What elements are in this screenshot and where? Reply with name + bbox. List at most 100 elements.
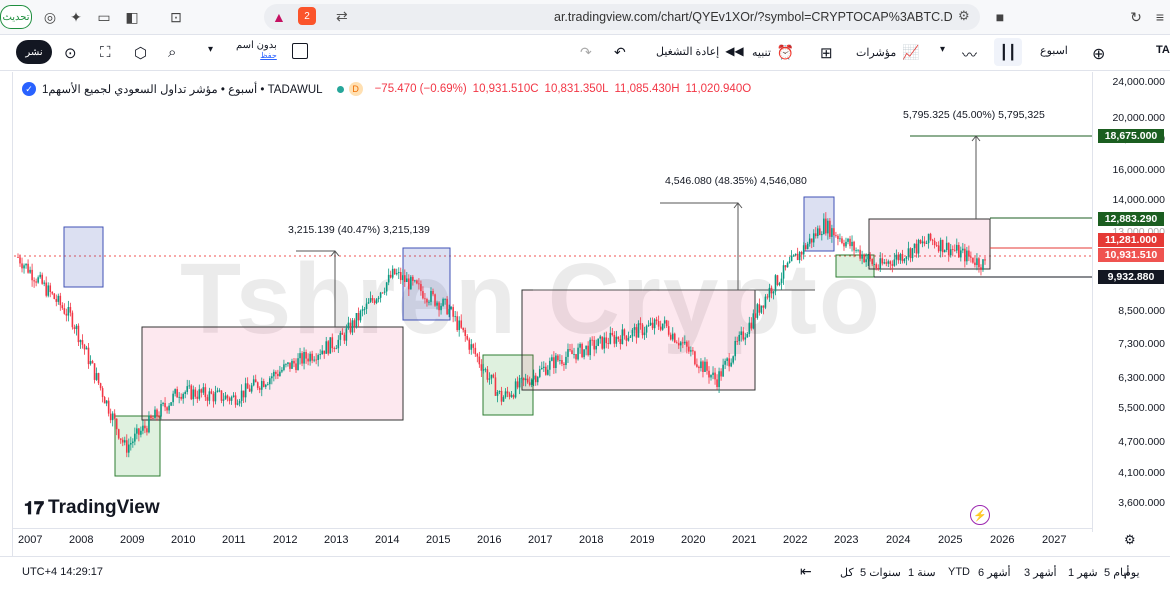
measure-label-3: 5,795.325 (45.00%) 5,795,325 xyxy=(903,109,1045,121)
year-label: 2015 xyxy=(426,534,451,546)
templates-icon[interactable]: ⊞ xyxy=(820,45,833,62)
price-label: 24,000.000 xyxy=(1112,76,1165,88)
price-label: 4,100.000 xyxy=(1118,467,1165,479)
symbol-logo-icon: ✓ xyxy=(22,82,36,96)
range-ytd[interactable]: YTD xyxy=(948,566,970,578)
year-label: 2027 xyxy=(1042,534,1067,546)
watermark-text: Tshren Crypto xyxy=(180,243,882,355)
year-label: 2009 xyxy=(120,534,145,546)
range-6m[interactable]: 6 أشهر xyxy=(978,567,1011,579)
indicators-button[interactable]: مؤشرات 📈 xyxy=(856,44,920,60)
legend-high: 11,085.430H xyxy=(614,83,680,95)
range-1m[interactable]: 1 شهر xyxy=(1068,567,1098,579)
range-1d[interactable]: يوم xyxy=(1124,567,1140,579)
undo-icon[interactable]: ↶ xyxy=(614,44,626,60)
chart-type-chevron-icon[interactable]: ▾ xyxy=(940,44,946,55)
symbol-title[interactable]: 1أسبوع • مؤشر تداول السعودي لجميع الأسهم… xyxy=(42,84,323,96)
redo-icon[interactable]: ↷ xyxy=(580,44,592,60)
extensions-icon[interactable]: ✦ xyxy=(70,8,82,25)
interval-button[interactable]: اسبوع xyxy=(1040,45,1068,57)
alert-button[interactable]: تنبيه ⏰ xyxy=(752,44,795,60)
browser-toolbar: تحديث ◎ ✦ ▭ ◧ ⊡ ▲ 2 ⇄ ar.tradingview.com… xyxy=(0,0,1170,35)
time-scale[interactable]: 2007 2008 2009 2010 2011 2012 2013 2014 … xyxy=(12,528,1092,551)
year-label: 2019 xyxy=(630,534,655,546)
price-label: 14,000.000 xyxy=(1112,194,1165,206)
price-tag-resistance: 12,883.290 xyxy=(1098,212,1164,226)
share-button[interactable]: نشر xyxy=(16,40,52,64)
price-label: 20,000.000 xyxy=(1112,112,1165,124)
chevron-down-icon[interactable]: ▾ xyxy=(208,44,214,55)
share-url-icon[interactable]: ⇄ xyxy=(336,8,348,24)
site-settings-icon[interactable]: ⚙ xyxy=(958,8,970,23)
range-5d[interactable]: 5 أيام xyxy=(1104,567,1130,579)
price-tag-target: 18,675.000 xyxy=(1098,129,1164,143)
price-label: 5,500.000 xyxy=(1118,402,1165,414)
year-label: 2014 xyxy=(375,534,400,546)
bookmark-icon[interactable]: ■ xyxy=(995,9,1005,25)
range-1y[interactable]: 1 سنة xyxy=(908,567,936,579)
range-5y[interactable]: 5 سنوات xyxy=(860,567,901,579)
sidebar-icon[interactable]: ◧ xyxy=(125,8,139,25)
brave-shield-icon[interactable]: 2 xyxy=(298,7,316,25)
clock-timezone[interactable]: UTC+4 14:29:17 xyxy=(22,566,104,578)
tabs-icon[interactable]: ▭ xyxy=(97,8,111,25)
brand-triangle-icon: ▲ xyxy=(272,9,286,25)
url-text: ar.tradingview.com/chart/QYEv1XOr/?symbo… xyxy=(554,10,953,24)
year-label: 2007 xyxy=(18,534,43,546)
rewind-icon: ◀◀ xyxy=(725,44,744,58)
price-label: 6,300.000 xyxy=(1118,372,1165,384)
chart-toolbar: نشر ⊙ ⛶ ⬡ ⌕ ▾ بدون اسم حفظ ↷ ↶ إعادة الت… xyxy=(0,36,1170,71)
update-button[interactable]: تحديث xyxy=(0,5,32,29)
camera-icon[interactable]: ⊙ xyxy=(64,45,77,62)
shield-icon[interactable]: ◎ xyxy=(43,8,57,25)
year-label: 2025 xyxy=(938,534,963,546)
date-range-icon[interactable]: ⇤ xyxy=(800,563,812,579)
menu-icon[interactable]: ≡ xyxy=(1155,9,1165,25)
year-label: 2022 xyxy=(783,534,808,546)
symbol-search[interactable]: TA xyxy=(1156,44,1170,56)
year-label: 2026 xyxy=(990,534,1015,546)
reload-icon[interactable]: ↻ xyxy=(1130,8,1142,25)
price-label: 16,000.000 xyxy=(1112,164,1165,176)
screenshot-icon[interactable]: ⊡ xyxy=(170,8,182,25)
settings-icon[interactable]: ⬡ xyxy=(134,45,148,62)
lightning-icon[interactable]: ⚡ xyxy=(970,505,990,525)
alarm-clock-icon: ⏰ xyxy=(776,44,795,60)
year-label: 2012 xyxy=(273,534,298,546)
market-status-dot xyxy=(336,85,344,93)
scale-settings-icon[interactable]: ⚙ xyxy=(1124,532,1136,547)
year-label: 2013 xyxy=(324,534,349,546)
compare-plus-icon[interactable]: ⊕ xyxy=(1092,46,1106,63)
range-3m[interactable]: 3 أشهر xyxy=(1024,567,1057,579)
tv-logo-icon: 𝟏𝟕 xyxy=(24,497,45,518)
layout-square-icon[interactable] xyxy=(292,43,308,59)
chart-legend: ✓ 1أسبوع • مؤشر تداول السعودي لجميع الأس… xyxy=(22,80,751,98)
year-label: 2018 xyxy=(579,534,604,546)
year-label: 2011 xyxy=(222,534,246,546)
year-label: 2016 xyxy=(477,534,502,546)
quick-search-icon[interactable]: ⌕ xyxy=(168,44,177,61)
price-label: 3,600.000 xyxy=(1118,497,1165,509)
chart-pane[interactable] xyxy=(12,72,1170,556)
layout-name[interactable]: بدون اسم حفظ xyxy=(236,40,277,60)
legend-close: 10,931.510C xyxy=(472,83,539,95)
year-label: 2024 xyxy=(886,534,911,546)
address-bar[interactable]: ▲ 2 ⇄ ar.tradingview.com/chart/QYEv1XOr/… xyxy=(264,4,980,30)
range-all[interactable]: كل xyxy=(840,567,854,579)
fullscreen-icon[interactable]: ⛶ xyxy=(100,44,111,61)
price-tag-support: 9,932.880 xyxy=(1098,270,1164,284)
line-chart-icon[interactable]: 〰 xyxy=(962,47,978,64)
legend-low: 10,831.350L xyxy=(544,83,609,95)
year-label: 2020 xyxy=(681,534,706,546)
year-label: 2010 xyxy=(171,534,196,546)
indicators-icon: 📈 xyxy=(902,44,920,60)
bottom-bar: UTC+4 14:29:17 ⇤ يوم 5 أيام 1 شهر 3 أشهر… xyxy=(0,556,1170,591)
price-tag-last: 10,931.510 xyxy=(1098,248,1164,262)
delay-badge: D xyxy=(348,82,363,96)
measure-label-2: 4,546.080 (48.35%) 4,546,080 xyxy=(665,175,807,187)
candles-icon[interactable]: ┃┃ xyxy=(994,38,1022,66)
price-label: 7,300.000 xyxy=(1118,338,1165,350)
measure-label-1: 3,215.139 (40.47%) 3,215,139 xyxy=(288,224,430,236)
replay-button[interactable]: إعادة التشغيل ◀◀ xyxy=(656,44,744,58)
tradingview-logo[interactable]: 𝟏𝟕 TradingView xyxy=(24,497,160,518)
